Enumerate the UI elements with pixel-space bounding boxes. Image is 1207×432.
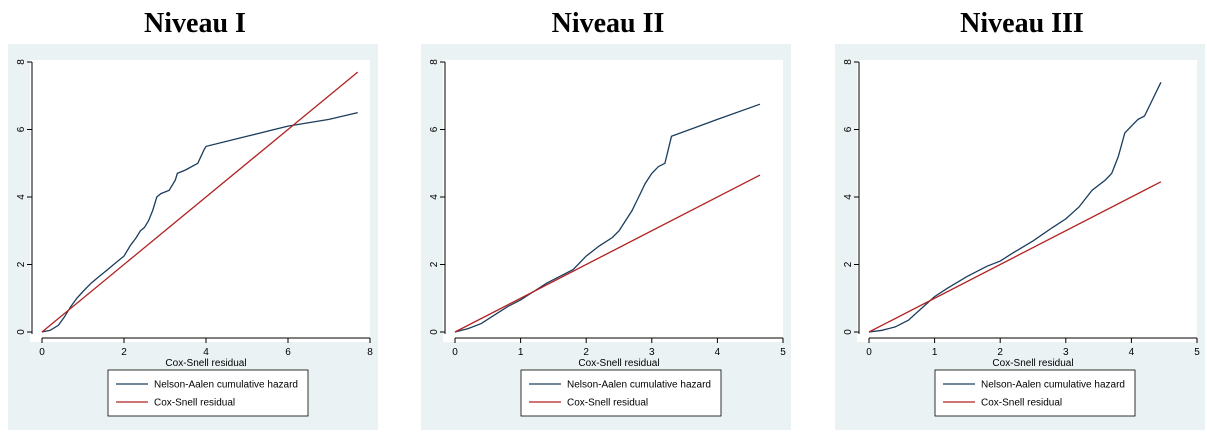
y-tick-label: 4 — [843, 194, 854, 200]
y-tick-label: 2 — [16, 261, 27, 267]
y-tick-label: 0 — [843, 329, 854, 335]
legend-label: Nelson-Aalen cumulative hazard — [154, 380, 298, 391]
x-tick-label: 1 — [518, 347, 524, 358]
y-tick-label: 2 — [843, 261, 854, 267]
legend-box — [520, 369, 722, 417]
series-line-1 — [454, 103, 761, 333]
x-axis-label: Cox-Snell residual — [165, 358, 246, 369]
legend-label: Nelson-Aalen cumulative hazard — [567, 380, 711, 391]
x-tick-label: 1 — [932, 347, 938, 358]
chart-svg: 0 2 4 6 8 0 1 2 3 4 5 Cox-Snell residual Nelson-Aale… — [835, 44, 1205, 430]
chart-title: Niveau II — [551, 8, 665, 39]
y-tick-label: 8 — [429, 59, 440, 65]
series-line-1 — [41, 111, 358, 333]
plot-area — [857, 60, 1197, 342]
x-tick-label: 0 — [866, 347, 872, 358]
x-tick-label: 4 — [715, 347, 721, 358]
chart-svg: 0 2 4 6 8 0 1 2 3 4 5 Cox-Snell residual Nelson-Aale… — [421, 44, 791, 430]
y-tick-label: 2 — [429, 261, 440, 267]
chart-panel-1: Niveau I 0 2 4 6 8 0 2 4 6 8 Cox-Snell residual Nel… — [0, 0, 390, 432]
x-tick-label: 3 — [649, 347, 655, 358]
chart-panel-2: Niveau II 0 2 4 6 8 0 1 2 3 4 5 Cox-Snell residual N… — [413, 0, 803, 432]
x-tick-label: 3 — [1063, 347, 1069, 358]
x-tick-label: 0 — [39, 347, 45, 358]
legend-label: Cox-Snell residual — [567, 398, 648, 409]
x-tick-label: 2 — [583, 347, 589, 358]
series-line-2 — [41, 71, 359, 333]
legend-label: Cox-Snell residual — [981, 398, 1062, 409]
y-tick-label: 8 — [16, 59, 27, 65]
legend-box — [107, 369, 309, 417]
y-tick-label: 0 — [16, 329, 27, 335]
series-line-2 — [454, 174, 761, 333]
y-tick-label: 4 — [429, 194, 440, 200]
x-axis-label: Cox-Snell residual — [992, 358, 1073, 369]
x-axis-label: Cox-Snell residual — [578, 358, 659, 369]
x-tick-label: 2 — [121, 347, 127, 358]
x-tick-label: 4 — [1129, 347, 1135, 358]
plot-area — [443, 60, 783, 342]
y-tick-label: 8 — [843, 59, 854, 65]
legend-box — [934, 369, 1136, 417]
y-tick-label: 6 — [16, 126, 27, 132]
x-tick-label: 8 — [367, 347, 373, 358]
chart-title: Niveau III — [960, 8, 1084, 39]
x-tick-label: 4 — [203, 347, 209, 358]
series-line-2 — [868, 181, 1162, 333]
x-tick-label: 6 — [285, 347, 291, 358]
chart-title: Niveau I — [144, 8, 246, 39]
legend-label: Nelson-Aalen cumulative hazard — [981, 380, 1125, 391]
series-line-1 — [868, 82, 1162, 333]
y-tick-label: 6 — [429, 126, 440, 132]
y-tick-label: 4 — [16, 194, 27, 200]
x-tick-label: 5 — [780, 347, 786, 358]
x-tick-label: 5 — [1194, 347, 1200, 358]
chart-svg: 0 2 4 6 8 0 2 4 6 8 Cox-Snell residual Nelson-Aalen… — [8, 44, 378, 430]
chart-panel-3: Niveau III 0 2 4 6 8 0 1 2 3 4 5 Cox-Snell residual… — [827, 0, 1207, 432]
x-tick-label: 2 — [997, 347, 1003, 358]
y-tick-label: 0 — [429, 329, 440, 335]
legend-label: Cox-Snell residual — [154, 398, 235, 409]
x-tick-label: 0 — [452, 347, 458, 358]
y-tick-label: 6 — [843, 126, 854, 132]
